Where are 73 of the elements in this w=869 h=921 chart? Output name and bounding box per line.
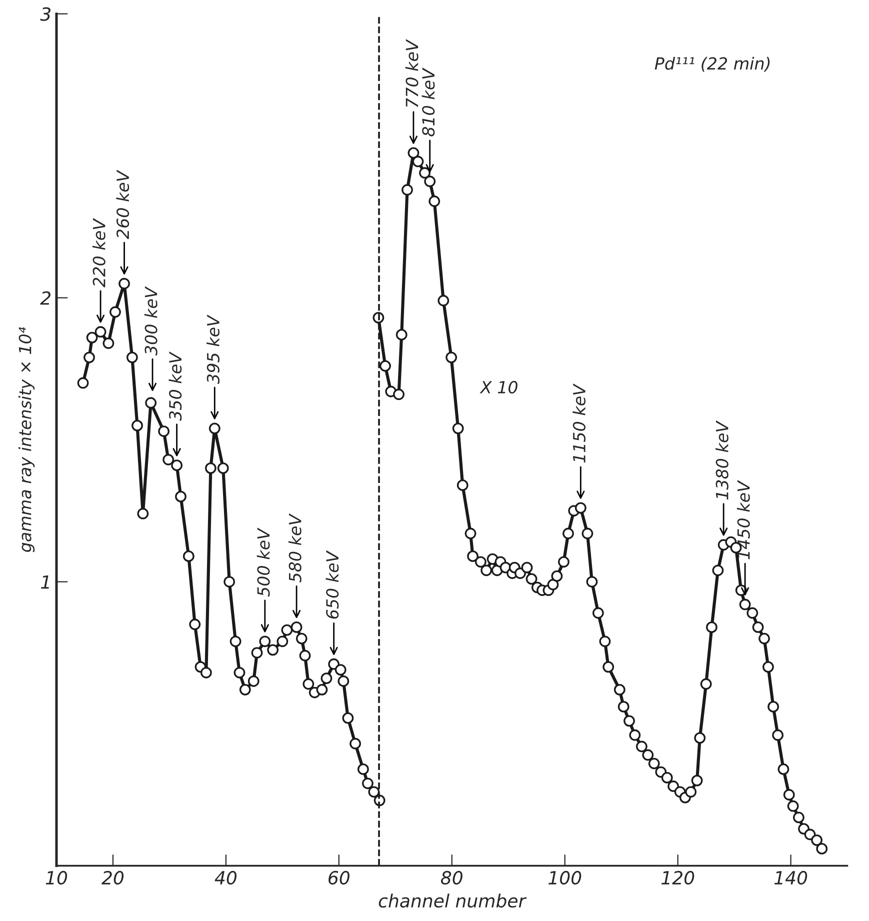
point	[299, 650, 311, 662]
annotation: 810 keV	[422, 68, 435, 136]
point	[338, 675, 350, 687]
point	[368, 786, 380, 798]
point	[175, 490, 186, 502]
y-axis-title: gamma ray intensity × 10⁴	[18, 327, 35, 552]
annotation: 650 keV	[326, 550, 339, 619]
point	[239, 684, 251, 696]
x-tick-label: 20	[102, 870, 124, 885]
x-tick-label: 10	[46, 870, 68, 885]
y-tick-label: 2	[40, 291, 51, 305]
annotation: 1380 keV	[716, 420, 728, 500]
annotation: 770 keV	[405, 39, 418, 107]
point	[320, 672, 332, 684]
point	[217, 462, 229, 474]
y-tick-label: 1	[41, 575, 49, 589]
point	[158, 426, 170, 437]
point	[94, 326, 106, 338]
annotation: 580 keV	[288, 513, 302, 582]
point	[189, 618, 201, 630]
point	[350, 738, 361, 750]
point	[251, 647, 263, 658]
point	[334, 664, 346, 676]
point	[259, 636, 271, 648]
point	[281, 624, 293, 636]
point	[267, 644, 279, 656]
point	[102, 338, 114, 349]
annotation: 220 keV	[92, 218, 106, 288]
x-axis-title: channel number	[378, 894, 527, 908]
point	[302, 678, 314, 690]
point	[230, 636, 242, 648]
point	[296, 632, 308, 644]
point	[204, 462, 216, 474]
annotation: X 10	[480, 380, 518, 394]
point	[316, 684, 328, 696]
point	[145, 397, 157, 409]
point	[171, 460, 182, 472]
point	[126, 352, 138, 364]
point	[162, 454, 174, 466]
point	[342, 712, 354, 724]
point	[77, 377, 89, 389]
point	[362, 778, 374, 790]
point	[358, 763, 369, 775]
x-tick-label: 100	[548, 870, 582, 885]
annotation: 1450 keV	[736, 480, 750, 560]
annotation: 1150 keV	[572, 384, 586, 463]
point	[328, 658, 340, 670]
annotation: 300 keV	[144, 286, 158, 356]
annotation: 350 keV	[168, 352, 182, 421]
annotation: Pd¹¹¹ (22 min)	[654, 56, 770, 72]
point	[84, 352, 95, 364]
x-tick-label: 60	[328, 870, 350, 885]
x-tick-label: 40	[214, 870, 237, 885]
annotation: 500 keV	[256, 528, 270, 597]
y-tick-label: 3	[40, 7, 50, 21]
point	[110, 306, 121, 318]
x-tick-label: 120	[661, 870, 694, 885]
point	[276, 636, 288, 648]
x-tick-label: 140	[774, 870, 808, 885]
point	[248, 675, 260, 687]
point	[137, 508, 149, 520]
x-tick-label: 80	[440, 870, 462, 885]
point	[86, 332, 98, 344]
point	[132, 420, 143, 432]
annotation: 260 keV	[116, 170, 130, 240]
annotation: 395 keV	[206, 314, 220, 384]
point	[200, 666, 212, 678]
point	[208, 422, 220, 434]
point	[234, 666, 246, 678]
point	[224, 576, 236, 588]
point	[290, 622, 302, 633]
point	[118, 278, 130, 290]
point	[182, 550, 194, 562]
